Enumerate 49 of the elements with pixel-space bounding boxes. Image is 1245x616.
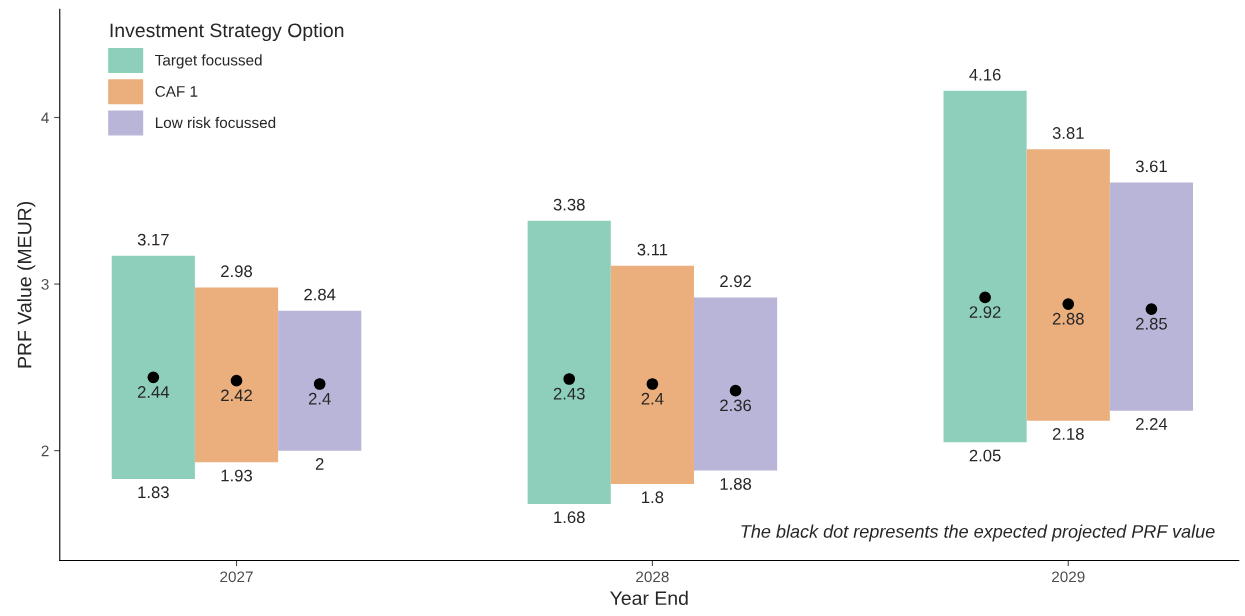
data-label: 2.43	[553, 387, 585, 400]
annotation: 2.24	[1136, 418, 1168, 430]
bar	[1109, 182, 1194, 411]
data-label: 2.85	[1136, 317, 1167, 330]
annotation: 3.11	[637, 243, 668, 256]
data-label: 2.88	[1052, 312, 1084, 325]
annotation: 3.61	[1135, 160, 1167, 173]
bar	[943, 90, 1027, 443]
data-label: 2.4	[641, 392, 664, 405]
data-label: 2.42	[221, 389, 252, 402]
y-tick-label: 2	[41, 445, 49, 457]
annotation: 1.93	[221, 469, 252, 482]
annotation: 2.92	[720, 275, 751, 288]
legend-label: Target focussed	[155, 54, 262, 69]
x-tick-label: 2028	[636, 571, 669, 583]
annotation: The black dot represents the expected projected PRF value	[741, 524, 1215, 542]
annotation: 2.84	[304, 288, 336, 301]
annotation: 3.38	[553, 198, 585, 211]
bar	[527, 220, 611, 504]
annotation: 2.18	[1052, 428, 1084, 440]
annotation: 1.88	[720, 478, 752, 490]
annotation: 3.17	[137, 233, 169, 246]
legend-label: CAF 1	[155, 85, 198, 97]
annotation: 2.98	[221, 265, 252, 278]
annotation: 1.68	[554, 511, 585, 524]
bar	[278, 310, 362, 451]
annotation: 2	[315, 458, 324, 470]
data-label: 2.44	[137, 386, 170, 398]
data-label: 2.92	[969, 306, 1001, 318]
annotation: 1.8	[642, 491, 664, 504]
annotation: 1.83	[138, 486, 169, 499]
bar	[610, 265, 694, 484]
data-label: 2.36	[720, 399, 752, 412]
bar	[1026, 149, 1110, 421]
legend-title: Investment Strategy Option	[110, 22, 344, 42]
y-axis-title: PRF Value (MEUR)	[17, 202, 36, 368]
bar	[194, 287, 279, 463]
legend-label: Low risk focussed	[155, 116, 276, 129]
x-tick-label: 2027	[220, 571, 253, 583]
annotation: 4.16	[969, 68, 1001, 81]
annotation: 2.05	[969, 449, 1001, 462]
x-tick-label: 2029	[1052, 571, 1085, 583]
y-tick-label: 4	[41, 112, 49, 124]
data-label: 2.4	[308, 392, 331, 405]
x-axis-title: Year End	[610, 590, 688, 606]
bar	[693, 297, 778, 471]
bar	[111, 255, 195, 479]
annotation: 3.81	[1052, 127, 1084, 139]
y-tick-label: 3	[41, 278, 49, 290]
